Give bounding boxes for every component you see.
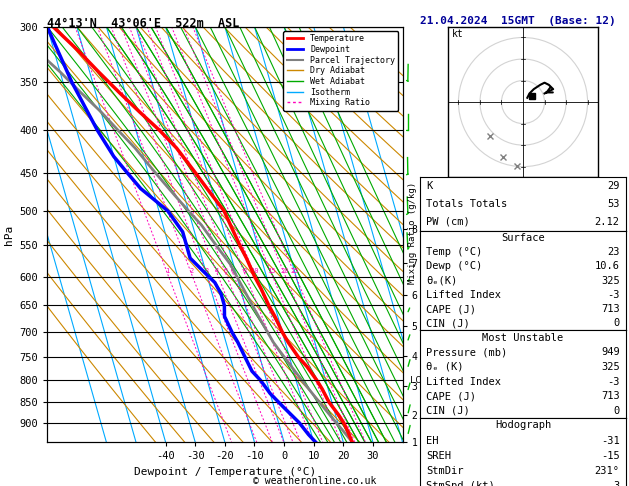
- Text: -31: -31: [601, 435, 620, 446]
- Text: Temp (°C): Temp (°C): [426, 247, 482, 257]
- Text: CIN (J): CIN (J): [426, 318, 470, 329]
- Text: Lifted Index: Lifted Index: [426, 290, 501, 300]
- Text: CAPE (J): CAPE (J): [426, 391, 476, 401]
- Text: θₑ(K): θₑ(K): [426, 276, 457, 286]
- Text: 713: 713: [601, 304, 620, 314]
- Text: EH: EH: [426, 435, 439, 446]
- Text: 0: 0: [613, 406, 620, 416]
- Text: 10: 10: [250, 268, 259, 274]
- Text: 713: 713: [601, 391, 620, 401]
- Text: Surface: Surface: [501, 233, 545, 243]
- Text: 6: 6: [231, 268, 235, 274]
- Text: StmSpd (kt): StmSpd (kt): [426, 481, 495, 486]
- Text: 15: 15: [267, 268, 276, 274]
- Text: 231°: 231°: [594, 466, 620, 476]
- X-axis label: Dewpoint / Temperature (°C): Dewpoint / Temperature (°C): [134, 467, 316, 477]
- Text: 23: 23: [607, 247, 620, 257]
- Text: 29: 29: [607, 181, 620, 191]
- Text: 44°13'N  43°06'E  522m  ASL: 44°13'N 43°06'E 522m ASL: [47, 17, 240, 30]
- Text: Mixing Ratio (g/kg): Mixing Ratio (g/kg): [408, 182, 416, 284]
- Text: SREH: SREH: [426, 451, 452, 461]
- Text: 325: 325: [601, 276, 620, 286]
- Text: 4: 4: [215, 268, 220, 274]
- Text: Hodograph: Hodograph: [495, 420, 551, 431]
- Text: PW (cm): PW (cm): [426, 217, 470, 227]
- Text: 2.12: 2.12: [594, 217, 620, 227]
- Text: -15: -15: [601, 451, 620, 461]
- Text: K: K: [426, 181, 433, 191]
- Text: 3: 3: [613, 481, 620, 486]
- Text: LCL: LCL: [409, 376, 426, 385]
- Text: -3: -3: [607, 377, 620, 386]
- Text: CIN (J): CIN (J): [426, 406, 470, 416]
- Text: 53: 53: [607, 199, 620, 209]
- Text: 5: 5: [224, 268, 228, 274]
- Text: 325: 325: [601, 362, 620, 372]
- Text: Totals Totals: Totals Totals: [426, 199, 508, 209]
- Text: 10.6: 10.6: [594, 261, 620, 272]
- Text: 3: 3: [204, 268, 208, 274]
- Text: StmDir: StmDir: [426, 466, 464, 476]
- Text: Pressure (mb): Pressure (mb): [426, 347, 508, 357]
- Text: 20: 20: [280, 268, 289, 274]
- Text: 8: 8: [243, 268, 247, 274]
- Text: -3: -3: [607, 290, 620, 300]
- Text: 2: 2: [189, 268, 194, 274]
- Text: © weatheronline.co.uk: © weatheronline.co.uk: [253, 476, 376, 486]
- Text: Dewp (°C): Dewp (°C): [426, 261, 482, 272]
- Text: CAPE (J): CAPE (J): [426, 304, 476, 314]
- Text: kt: kt: [452, 30, 464, 39]
- Text: Most Unstable: Most Unstable: [482, 333, 564, 343]
- Text: 0: 0: [613, 318, 620, 329]
- Text: 21.04.2024  15GMT  (Base: 12): 21.04.2024 15GMT (Base: 12): [420, 16, 616, 26]
- Y-axis label: km
ASL: km ASL: [433, 235, 451, 256]
- Legend: Temperature, Dewpoint, Parcel Trajectory, Dry Adiabat, Wet Adiabat, Isotherm, Mi: Temperature, Dewpoint, Parcel Trajectory…: [284, 31, 398, 110]
- Text: 25: 25: [290, 268, 299, 274]
- Y-axis label: hPa: hPa: [4, 225, 14, 244]
- Text: 1: 1: [165, 268, 170, 274]
- Text: 949: 949: [601, 347, 620, 357]
- Text: Lifted Index: Lifted Index: [426, 377, 501, 386]
- Text: θₑ (K): θₑ (K): [426, 362, 464, 372]
